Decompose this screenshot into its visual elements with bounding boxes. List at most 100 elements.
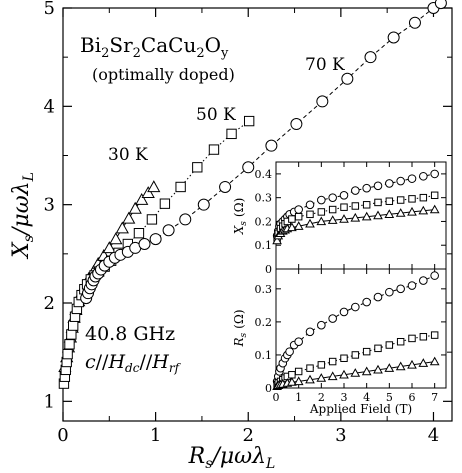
inset-top-point-70k [419, 171, 428, 181]
inset-top-ticks: 0 0.1 0.2 0.3 0.4 [255, 162, 446, 276]
main-point-30k [102, 241, 116, 254]
x-axis-label-sub: s [205, 456, 212, 472]
main-point-30k [128, 201, 142, 214]
inset-top-point-50k [430, 191, 439, 200]
inset-bottom-point-30k [316, 373, 327, 382]
label-30K: 30 K [108, 145, 148, 165]
inset-top-y-tick-label: 0.1 [255, 239, 273, 252]
y-axis-label-sub2: L [21, 172, 37, 182]
main-point-30k [115, 221, 129, 234]
inset-top-point-70k [351, 186, 360, 195]
inset-bottom-point-50k [328, 357, 337, 366]
label-70K: 70 K [305, 55, 345, 75]
inset-top-point-70k [373, 181, 383, 191]
inset-top-point-30k [272, 235, 282, 245]
inset-bottom-y-tick-label: 0.2 [255, 316, 273, 329]
main-point-70k [290, 118, 303, 131]
main-point-70k [138, 238, 151, 250]
inset-bottom-point-70k [396, 284, 405, 294]
inset-bottom-point-30k [339, 369, 349, 379]
inset-top-point-30k [361, 211, 372, 221]
compound-label: Bi2Sr2CaCu2Oy [80, 33, 229, 61]
inset-top-point-30k [418, 205, 429, 215]
inset-bottom-point-50k [288, 371, 296, 379]
inset-top-point-70k [385, 179, 394, 188]
inset-top-point-30k [395, 208, 406, 217]
x-axis-label: Rs/μωλL [188, 444, 276, 472]
inset-bottom-point-70k [351, 302, 360, 312]
main-point-70k [242, 161, 255, 174]
x-tick-label: 3 [335, 425, 346, 446]
inset-bottom-point-30k [407, 359, 417, 369]
inset-bottom-x-tick-label: 5 [386, 391, 393, 404]
main-point-70k [341, 72, 354, 85]
main-series [58, 0, 447, 389]
inset-bottom-x-tick-label: 0 [273, 391, 280, 404]
main-point-50k [175, 181, 186, 193]
inset-bottom-x-tick-label: 1 [295, 391, 302, 404]
inset-top-point-30k [327, 215, 338, 224]
inset-top-point-30k [339, 214, 349, 223]
y-tick-label: 1 [44, 391, 55, 412]
inset-top-point-70k [294, 205, 303, 214]
inset-bottom-point-50k [306, 364, 314, 372]
main-point-50k [62, 348, 73, 360]
main-point-70k [316, 95, 329, 108]
y-axis-label-sub: s [21, 235, 37, 242]
main-point-50k [208, 144, 220, 155]
main-point-70k [434, 0, 447, 10]
inset-top-point-50k [288, 215, 296, 223]
inset-bottom-ticks: 0 0.1 0.2 0.3 0 1 2 3 4 5 6 7 [255, 269, 446, 404]
inset-xlabel: Applied Field (T) [309, 402, 412, 416]
y-axis-label-rest: /μωλ [9, 181, 34, 237]
inset-top-point-30k [316, 216, 327, 226]
inset-bottom-x-tick-label: 3 [341, 391, 348, 404]
inset-top-point-50k [328, 205, 337, 214]
inset-top-point-70k [430, 169, 439, 179]
inset-top-point-50k [396, 196, 405, 204]
label-50K: 50 K [196, 105, 236, 125]
inset-top-point-50k [351, 202, 360, 210]
inset-top-point-70k [305, 200, 315, 210]
inset-bottom-point-30k [429, 356, 440, 366]
inset-top-point-70k [407, 174, 417, 183]
main-point-30k [122, 211, 136, 224]
inset-top-y-tick-label: 0 [265, 263, 272, 276]
inset-top-point-50k [419, 193, 428, 202]
inset-bottom-point-30k [361, 366, 372, 376]
inset-top-point-50k [408, 195, 416, 203]
main-point-70k [364, 51, 377, 64]
inset-top-point-70k [396, 176, 405, 186]
inset-bottom-point-30k [418, 358, 429, 367]
inset-bottom-point-70k [419, 276, 428, 285]
inset-bottom-y-tick-label: 0.1 [255, 349, 273, 362]
x-tick-label: 0 [57, 425, 68, 446]
main-point-30k [109, 232, 123, 245]
inset-bottom-point-30k [287, 377, 297, 386]
x-tick-label: 1 [150, 425, 161, 446]
inset-bottom-point-50k [419, 333, 428, 341]
inset-bottom-frame [275, 268, 447, 389]
inset-bottom-point-70k [328, 314, 337, 323]
y-tick-label: 5 [44, 0, 55, 19]
inset-bottom-point-70k [373, 292, 383, 302]
inset-top-point-70k [328, 193, 337, 202]
inset-top-point-30k [373, 210, 383, 220]
inset-bottom-series [272, 271, 440, 390]
x-axis-label-var: R [188, 444, 206, 469]
inset-bottom-point-30k [305, 374, 315, 384]
inset-top-point-50k [340, 203, 348, 211]
main-point-50k [226, 128, 237, 140]
main-point-70k [197, 198, 210, 211]
inset-bottom-point-70k [362, 297, 371, 307]
inset-top-point-50k [306, 210, 314, 219]
inset-bottom-y-tick-label: 0 [265, 382, 272, 395]
inset-top-point-30k [429, 204, 440, 214]
doping-label: (optimally doped) [92, 65, 235, 84]
main-point-70k [408, 16, 421, 29]
main-point-50k [66, 329, 77, 340]
inset-bottom-ylabel: Rs(Ω) [232, 310, 249, 348]
inset-top-point-30k [407, 206, 417, 216]
inset-top-point-30k [293, 221, 304, 230]
y-tick-label: 2 [44, 293, 55, 314]
